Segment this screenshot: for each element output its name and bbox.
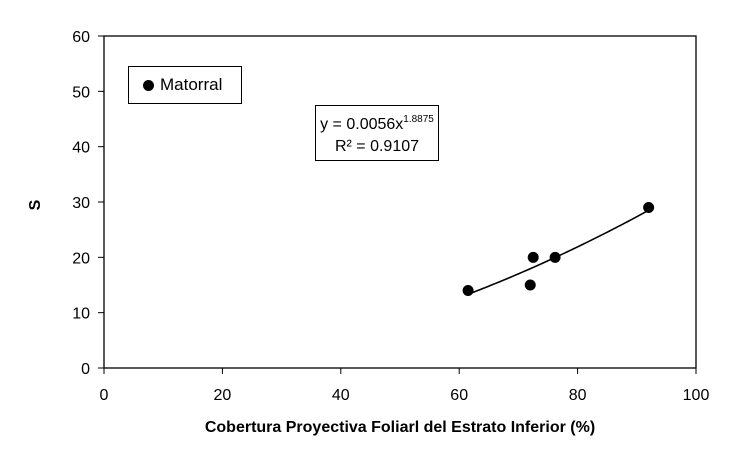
x-tick-label: 20 (214, 387, 232, 404)
data-point (462, 285, 474, 297)
y-tick-label: 30 (72, 195, 90, 212)
legend-label-matorral: Matorral (160, 75, 223, 94)
data-point (527, 251, 539, 263)
x-tick-label: 0 (100, 387, 109, 404)
x-axis-title: Cobertura Proyectiva Foliarl del Estrato… (205, 419, 595, 436)
y-tick-label: 10 (72, 306, 90, 323)
y-tick-label: 60 (72, 29, 90, 46)
y-tick-label: 40 (72, 140, 90, 157)
trendline-equation: y = 0.0056x1.8875 (320, 113, 434, 133)
x-tick-label: 100 (683, 387, 710, 404)
data-point (549, 251, 561, 263)
data-point (643, 202, 655, 214)
legend: Matorral (128, 66, 242, 104)
y-tick-label: 20 (72, 250, 90, 267)
trendline-equation-box: y = 0.0056x1.8875 R² = 0.9107 (315, 105, 439, 161)
x-tick-label: 40 (332, 387, 350, 404)
y-axis: 0 10 20 30 40 50 60 (72, 29, 104, 378)
x-axis: 0 20 40 60 80 100 (100, 368, 710, 404)
y-tick-label: 0 (81, 361, 90, 378)
x-tick-label: 60 (450, 387, 468, 404)
y-axis-title: S (27, 199, 44, 210)
r-squared-label: R² = 0.9107 (334, 137, 420, 155)
x-tick-label: 80 (569, 387, 587, 404)
data-points (462, 202, 655, 297)
y-tick-label: 50 (72, 84, 90, 101)
data-point (524, 279, 536, 291)
legend-marker-icon (143, 79, 154, 91)
